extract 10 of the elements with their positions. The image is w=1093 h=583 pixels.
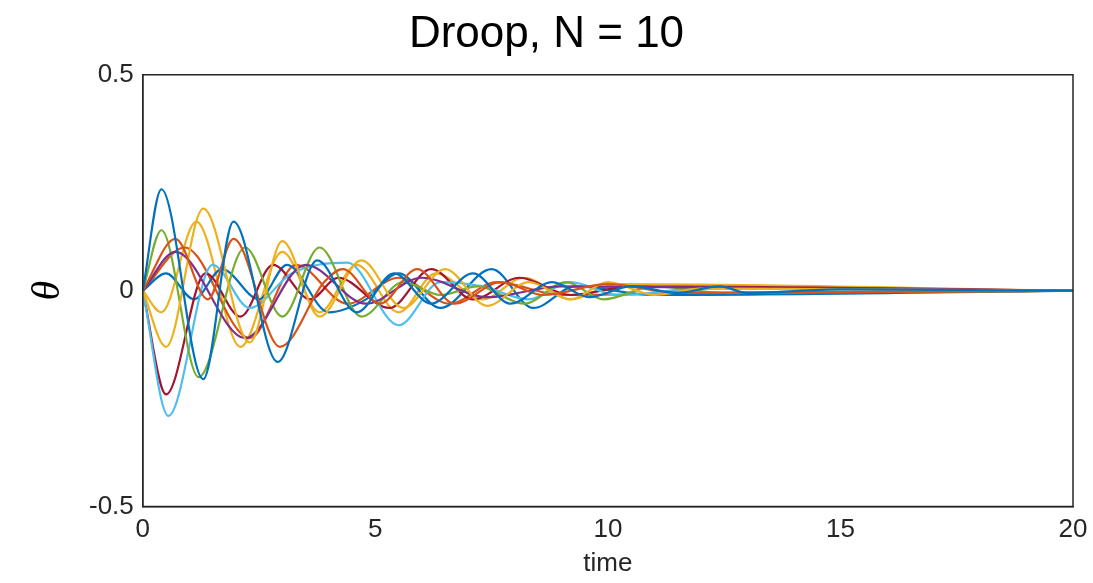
y-tick-label: 0 bbox=[119, 273, 134, 304]
y-tick-label: 0.5 bbox=[97, 57, 134, 88]
y-tick-label: -0.5 bbox=[88, 489, 134, 520]
x-tick-label: 5 bbox=[368, 513, 383, 544]
x-tick-label: 15 bbox=[825, 513, 855, 544]
x-tick-label: 20 bbox=[1058, 513, 1088, 544]
x-axis-title: time bbox=[583, 546, 633, 577]
y-axis-title: θ bbox=[22, 280, 68, 301]
x-tick-label: 10 bbox=[593, 513, 623, 544]
chart-title: Droop, N = 10 bbox=[408, 6, 685, 56]
